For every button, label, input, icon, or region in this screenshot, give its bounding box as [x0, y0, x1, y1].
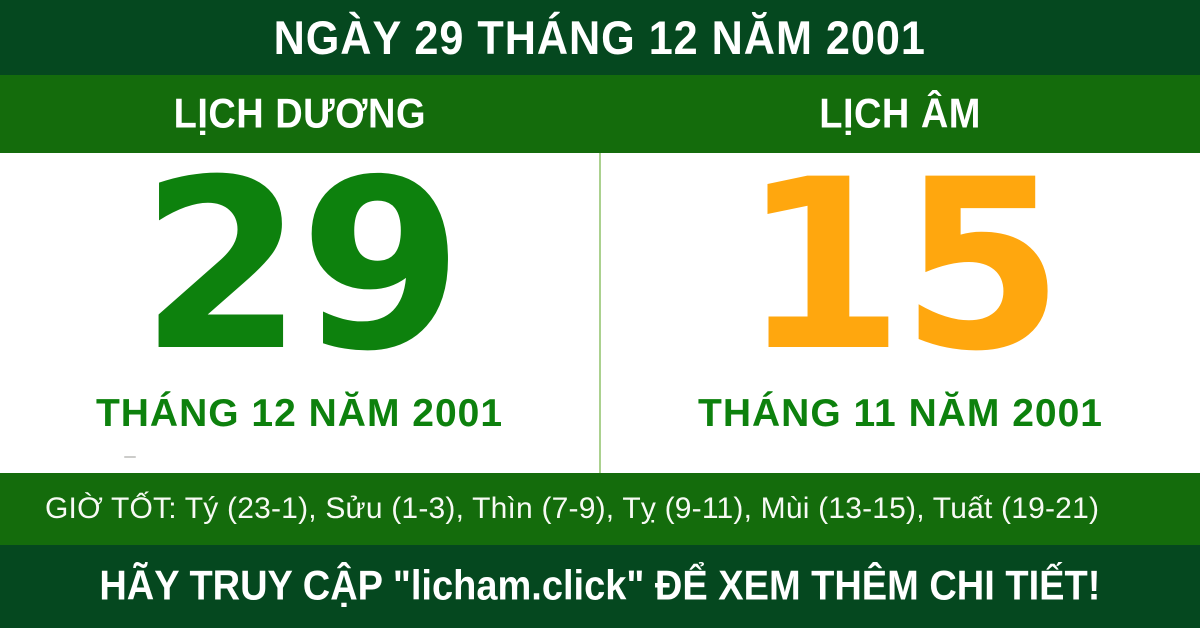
solar-calendar-label: LỊCH DƯƠNG	[173, 90, 427, 137]
lunar-calendar-header: LỊCH ÂM	[600, 75, 1200, 153]
calendar-panels: 29 THÁNG 12 NĂM 2001 15 THÁNG 11 NĂM 200…	[0, 130, 1200, 473]
good-hours-bar: GIỜ TỐT: Tý (23-1), Sửu (1-3), Thìn (7-9…	[0, 473, 1200, 545]
lunar-day-number: 15	[740, 130, 1064, 403]
good-hours-text: GIỜ TỐT: Tý (23-1), Sửu (1-3), Thìn (7-9…	[45, 492, 1100, 525]
calendar-type-band: LỊCH DƯƠNG LỊCH ÂM	[0, 75, 1200, 153]
solar-month-year-label: THÁNG 12 NĂM 2001	[95, 392, 504, 436]
date-header-bar: NGÀY 29 THÁNG 12 NĂM 2001	[0, 0, 1200, 75]
footer-cta-bar: HÃY TRUY CẬP "licham.click" ĐỂ XEM THÊM …	[0, 545, 1200, 628]
page-title: NGÀY 29 THÁNG 12 NĂM 2001	[273, 9, 927, 64]
solar-day-number: 29	[139, 130, 463, 403]
artifact-dash	[124, 456, 136, 458]
solar-panel: 29 THÁNG 12 NĂM 2001	[0, 130, 599, 473]
lunar-month-year-label: THÁNG 11 NĂM 2001	[698, 392, 1103, 436]
lunar-calendar-label: LỊCH ÂM	[819, 90, 981, 137]
panel-divider	[599, 153, 601, 473]
solar-calendar-header: LỊCH DƯƠNG	[0, 75, 600, 153]
footer-cta-text: HÃY TRUY CẬP "licham.click" ĐỂ XEM THÊM …	[99, 562, 1101, 610]
lunar-panel: 15 THÁNG 11 NĂM 2001	[601, 130, 1200, 473]
